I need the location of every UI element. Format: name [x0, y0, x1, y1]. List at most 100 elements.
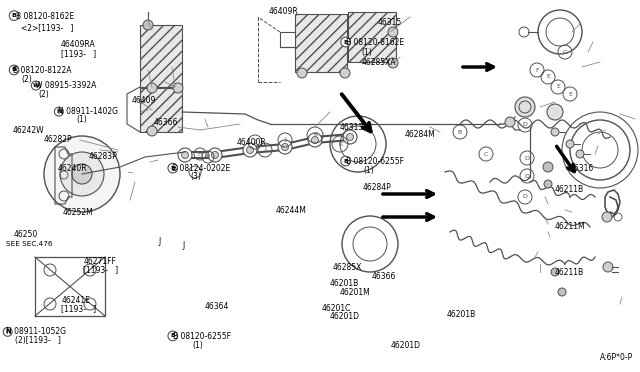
Circle shape: [551, 268, 559, 276]
Text: B 08120-8162E: B 08120-8162E: [346, 38, 404, 47]
Text: 46201C: 46201C: [321, 304, 351, 313]
Circle shape: [168, 331, 178, 341]
Text: J: J: [254, 140, 256, 144]
Text: 46285XA: 46285XA: [362, 58, 396, 67]
Text: B: B: [343, 39, 348, 45]
Text: 46201B: 46201B: [447, 310, 476, 319]
Circle shape: [602, 212, 612, 222]
Text: 46211B: 46211B: [554, 185, 584, 194]
Text: E: E: [568, 92, 572, 96]
Text: 46400R: 46400R: [237, 138, 266, 147]
Text: SEE SEC.476: SEE SEC.476: [6, 241, 53, 247]
Text: 46244M: 46244M: [275, 206, 306, 215]
Circle shape: [543, 162, 553, 172]
Text: B 08124-0202E: B 08124-0202E: [172, 164, 230, 173]
Text: (1): (1): [362, 48, 372, 57]
Text: 46241E: 46241E: [61, 296, 90, 305]
Text: B: B: [343, 158, 348, 164]
Text: 46316: 46316: [570, 164, 594, 173]
Text: 46201B: 46201B: [330, 279, 359, 288]
Text: 46240R: 46240R: [58, 164, 87, 173]
Circle shape: [9, 11, 19, 20]
Text: N 08911-1402G: N 08911-1402G: [58, 107, 118, 116]
Bar: [140, 88, 182, 132]
Text: 46366: 46366: [371, 272, 396, 280]
Text: 46211M: 46211M: [554, 222, 585, 231]
Circle shape: [282, 144, 289, 151]
Text: (1): (1): [192, 341, 203, 350]
Text: 46409R: 46409R: [269, 7, 298, 16]
Text: 46201M: 46201M: [339, 288, 370, 296]
Text: C: C: [484, 151, 488, 157]
Text: [1193-   ]: [1193- ]: [83, 265, 118, 274]
Circle shape: [143, 20, 153, 30]
Text: B: B: [12, 13, 17, 18]
Circle shape: [243, 143, 257, 157]
Text: 46242W: 46242W: [13, 126, 44, 135]
Circle shape: [603, 262, 613, 272]
Circle shape: [566, 140, 574, 148]
Text: 46284P: 46284P: [363, 183, 392, 192]
Circle shape: [3, 327, 12, 336]
Text: (1): (1): [364, 166, 374, 175]
Bar: [140, 25, 182, 87]
Text: K: K: [313, 132, 317, 138]
Circle shape: [340, 37, 351, 47]
Text: D: D: [523, 122, 527, 128]
Text: 46201D: 46201D: [390, 341, 420, 350]
Circle shape: [31, 81, 40, 90]
Circle shape: [173, 83, 183, 93]
Text: A:6P*0-P: A:6P*0-P: [600, 353, 633, 362]
Text: (3): (3): [191, 172, 202, 181]
Circle shape: [147, 83, 157, 93]
Text: 46201D: 46201D: [330, 312, 360, 321]
Text: 46271FF: 46271FF: [83, 257, 116, 266]
Circle shape: [340, 156, 351, 166]
Text: [1193-   ]: [1193- ]: [61, 304, 97, 313]
Circle shape: [9, 65, 19, 75]
Text: N: N: [5, 329, 10, 334]
Circle shape: [168, 163, 178, 173]
Text: B: B: [12, 67, 17, 73]
Text: E: E: [546, 74, 550, 80]
Circle shape: [388, 27, 398, 37]
Circle shape: [44, 136, 120, 212]
Circle shape: [60, 152, 104, 196]
Text: 46283P: 46283P: [88, 153, 117, 161]
Text: J: J: [182, 241, 185, 250]
Text: B 08120-6255F: B 08120-6255F: [346, 157, 404, 166]
Text: W: W: [33, 83, 39, 88]
Text: I: I: [194, 170, 196, 174]
Text: 46252M: 46252M: [63, 208, 93, 217]
Text: B 08120-8122A: B 08120-8122A: [13, 66, 71, 75]
Bar: [348, 12, 396, 62]
Circle shape: [182, 151, 189, 158]
Text: 46364: 46364: [205, 302, 229, 311]
Text: E: E: [556, 84, 560, 90]
Text: 46409RA: 46409RA: [61, 40, 95, 49]
Text: B: B: [458, 129, 462, 135]
Circle shape: [340, 68, 350, 78]
Circle shape: [208, 148, 222, 162]
Text: (2): (2): [38, 90, 49, 99]
Text: [1193-   ]: [1193- ]: [61, 49, 96, 58]
Text: G: G: [563, 49, 568, 55]
Circle shape: [312, 137, 319, 144]
Text: B 08120-6255F: B 08120-6255F: [173, 332, 231, 341]
Circle shape: [544, 180, 552, 188]
Text: N: N: [56, 109, 61, 114]
Text: K: K: [338, 141, 342, 147]
Text: 46315: 46315: [378, 18, 402, 27]
Text: (2): (2): [21, 76, 32, 84]
Text: 46366: 46366: [154, 118, 178, 126]
Circle shape: [547, 104, 563, 120]
Circle shape: [278, 140, 292, 154]
Text: 46250: 46250: [14, 230, 38, 239]
Bar: [295, 14, 347, 72]
Circle shape: [246, 147, 253, 154]
Text: 46409: 46409: [131, 96, 156, 105]
Text: D: D: [525, 173, 529, 179]
Circle shape: [558, 288, 566, 296]
Text: 46284M: 46284M: [404, 130, 435, 139]
Circle shape: [211, 151, 218, 158]
